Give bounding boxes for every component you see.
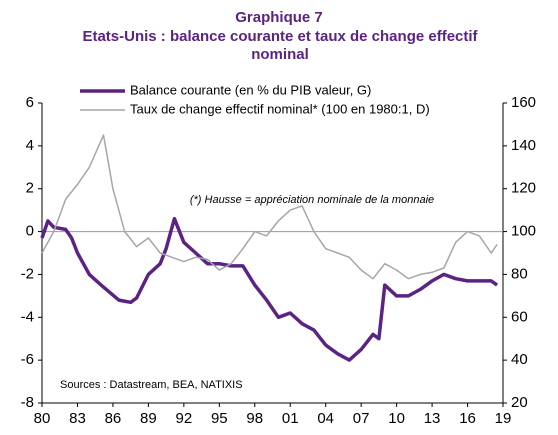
- series-line: [40, 216, 499, 362]
- y2-tick-label: 160: [511, 94, 536, 111]
- y-tick-label: -4: [21, 308, 34, 325]
- y-tick-label: -6: [21, 351, 34, 368]
- x-tick-label: 92: [176, 410, 193, 427]
- y2-tick-label: 100: [511, 223, 536, 240]
- x-tick-label: 83: [69, 410, 86, 427]
- annotation: (*) Hausse = appréciation nominale de la…: [190, 194, 434, 206]
- x-tick-label: 04: [317, 410, 334, 427]
- x-tick-label: 07: [353, 410, 370, 427]
- y2-tick-label: 80: [511, 265, 528, 282]
- x-tick-label: 86: [105, 410, 122, 427]
- y-tick-label: -8: [21, 394, 34, 411]
- legend-label: Balance courante (en % du PIB valeur, G): [130, 82, 371, 97]
- x-tick-label: 98: [246, 410, 263, 427]
- y2-tick-label: 140: [511, 137, 536, 154]
- y-tick-label: 0: [26, 223, 34, 240]
- x-tick-label: 10: [388, 410, 405, 427]
- chart-title: Graphique 7: [235, 9, 323, 26]
- x-tick-label: 19: [495, 410, 512, 427]
- y-tick-label: 4: [26, 137, 34, 154]
- x-tick-label: 16: [459, 410, 476, 427]
- series-line: [41, 134, 498, 280]
- legend-label: Taux de change effectif nominal* (100 en…: [130, 101, 430, 116]
- y2-tick-label: 60: [511, 308, 528, 325]
- x-tick-label: 95: [211, 410, 228, 427]
- x-tick-label: 89: [140, 410, 157, 427]
- x-tick-label: 01: [282, 410, 299, 427]
- y-tick-label: 2: [26, 180, 34, 197]
- y2-tick-label: 40: [511, 351, 528, 368]
- subtitle-box: Etats-Unis : balance courante et taux de…: [82, 28, 478, 63]
- y-tick-label: 6: [26, 94, 34, 111]
- chart-subtitle: Etats-Unis : balance courante et taux de…: [82, 28, 478, 63]
- y2-tick-label: 20: [511, 394, 528, 411]
- y-tick-label: -2: [21, 265, 34, 282]
- x-tick-label: 80: [34, 410, 51, 427]
- y2-tick-label: 120: [511, 180, 536, 197]
- source: Sources : Datastream, BEA, NATIXIS: [60, 379, 243, 391]
- x-tick-label: 13: [424, 410, 441, 427]
